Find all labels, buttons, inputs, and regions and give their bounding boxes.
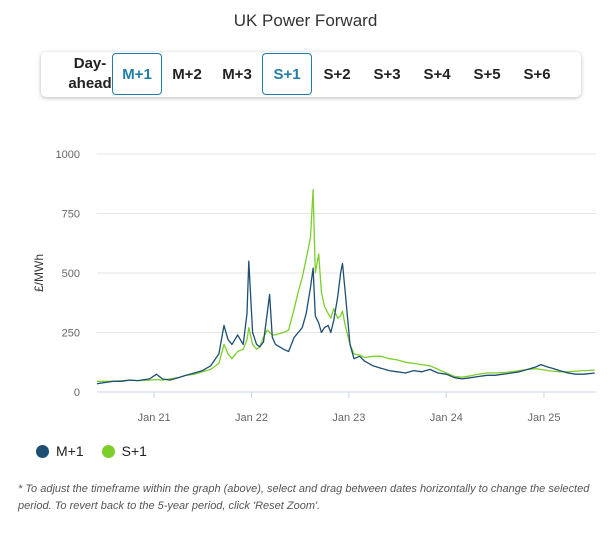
y-tick-label: 500	[62, 268, 80, 280]
chart-title: UK Power Forward	[233, 11, 378, 30]
series-line-m1	[96, 260, 595, 385]
tab-m2[interactable]: M+2	[162, 53, 212, 95]
tab-day-ahead-label: Day- ahead	[68, 55, 112, 92]
tab-s6[interactable]: S+6	[512, 53, 562, 95]
x-tick-label: Jan 24	[430, 412, 463, 424]
tab-s4-label: S+4	[423, 65, 451, 83]
tab-s2[interactable]: S+2	[312, 53, 362, 95]
tab-s5[interactable]: S+5	[462, 53, 512, 95]
x-tick-label: Jan 23	[332, 412, 365, 424]
tab-m3-label: M+3	[222, 65, 252, 83]
y-tick-label: 0	[74, 387, 80, 399]
tab-m1[interactable]: M+1	[112, 53, 162, 95]
tab-m1-label: M+1	[122, 65, 152, 83]
contract-tab-bar: Day- ahead M+1 M+2 M+3 S+1 S+2 S+3 S+4 S…	[41, 52, 581, 97]
x-tick-label: Jan 22	[235, 412, 268, 424]
y-tick-label: 1000	[56, 149, 80, 161]
tab-m2-label: M+2	[172, 65, 202, 83]
tab-s1[interactable]: S+1	[262, 53, 312, 95]
tab-s3-label: S+3	[373, 65, 401, 83]
chart-legend: M+1 S+1	[36, 443, 165, 459]
legend-label-m1: M+1	[56, 443, 84, 459]
legend-item-s1[interactable]: S+1	[101, 443, 147, 459]
tab-s1-label: S+1	[273, 65, 301, 83]
y-axis-title: £/MWh	[32, 254, 46, 292]
tab-s3[interactable]: S+3	[362, 53, 412, 95]
tab-day-ahead[interactable]: Day- ahead	[63, 53, 117, 95]
price-chart[interactable]: 0 250 500 750 1000 Jan 21 Jan 22 Jan 23 Jan 24 Ja…	[0, 140, 611, 435]
zoom-instructions-note: * To adjust the timeframe within the gra…	[18, 483, 590, 512]
y-tick-label: 250	[62, 328, 80, 340]
legend-marker-s1	[101, 444, 115, 458]
x-tick-label: Jan 21	[138, 412, 171, 424]
series-line-s1	[97, 189, 595, 382]
legend-marker-m1	[36, 444, 49, 458]
legend-item-m1[interactable]: M+1	[36, 443, 84, 459]
tab-s4[interactable]: S+4	[412, 53, 462, 95]
y-tick-label: 750	[62, 209, 80, 221]
tab-s6-label: S+6	[523, 65, 551, 83]
tab-s2-label: S+2	[323, 65, 351, 83]
tab-m3[interactable]: M+3	[212, 53, 262, 95]
legend-label-s1: S+1	[121, 443, 147, 459]
tab-s5-label: S+5	[473, 65, 501, 83]
x-tick-label: Jan 25	[527, 412, 560, 424]
